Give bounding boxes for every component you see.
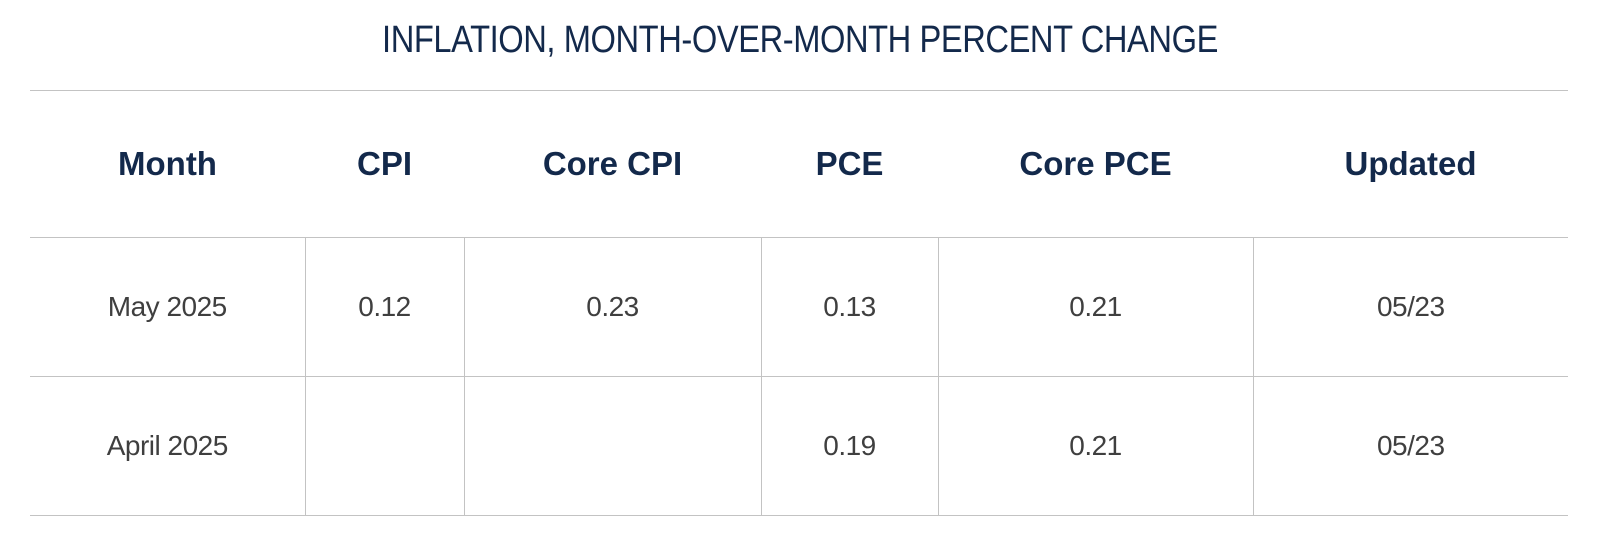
cell-updated: 05/23 <box>1252 376 1568 516</box>
table-title: INFLATION, MONTH-OVER-MONTH PERCENT CHAN… <box>382 19 1218 61</box>
cell-core-cpi: 0.23 <box>463 237 762 377</box>
column-header-updated: Updated <box>1253 90 1568 238</box>
column-header-pce: PCE <box>761 90 938 238</box>
cell-cpi <box>304 376 465 516</box>
cell-cpi: 0.12 <box>304 237 465 377</box>
inflation-table-container: Month CPI Core CPI PCE Core PCE Updated … <box>30 90 1568 516</box>
column-header-month: Month <box>30 90 305 238</box>
table-row: May 2025 0.12 0.23 0.13 0.21 05/23 <box>30 237 1568 377</box>
table-row: April 2025 0.19 0.21 05/23 <box>30 376 1568 516</box>
cell-core-pce: 0.21 <box>937 376 1254 516</box>
cell-core-cpi <box>463 376 762 516</box>
column-header-cpi: CPI <box>305 90 464 238</box>
cell-pce: 0.19 <box>760 376 939 516</box>
cell-core-pce: 0.21 <box>937 237 1254 377</box>
cell-month: April 2025 <box>30 376 306 516</box>
column-header-core-pce: Core PCE <box>938 90 1253 238</box>
header-row: Month CPI Core CPI PCE Core PCE Updated <box>30 90 1568 238</box>
cell-updated: 05/23 <box>1252 237 1568 377</box>
inflation-table: Month CPI Core CPI PCE Core PCE Updated … <box>30 90 1568 516</box>
cell-pce: 0.13 <box>760 237 939 377</box>
cell-month: May 2025 <box>30 237 306 377</box>
column-header-core-cpi: Core CPI <box>464 90 761 238</box>
